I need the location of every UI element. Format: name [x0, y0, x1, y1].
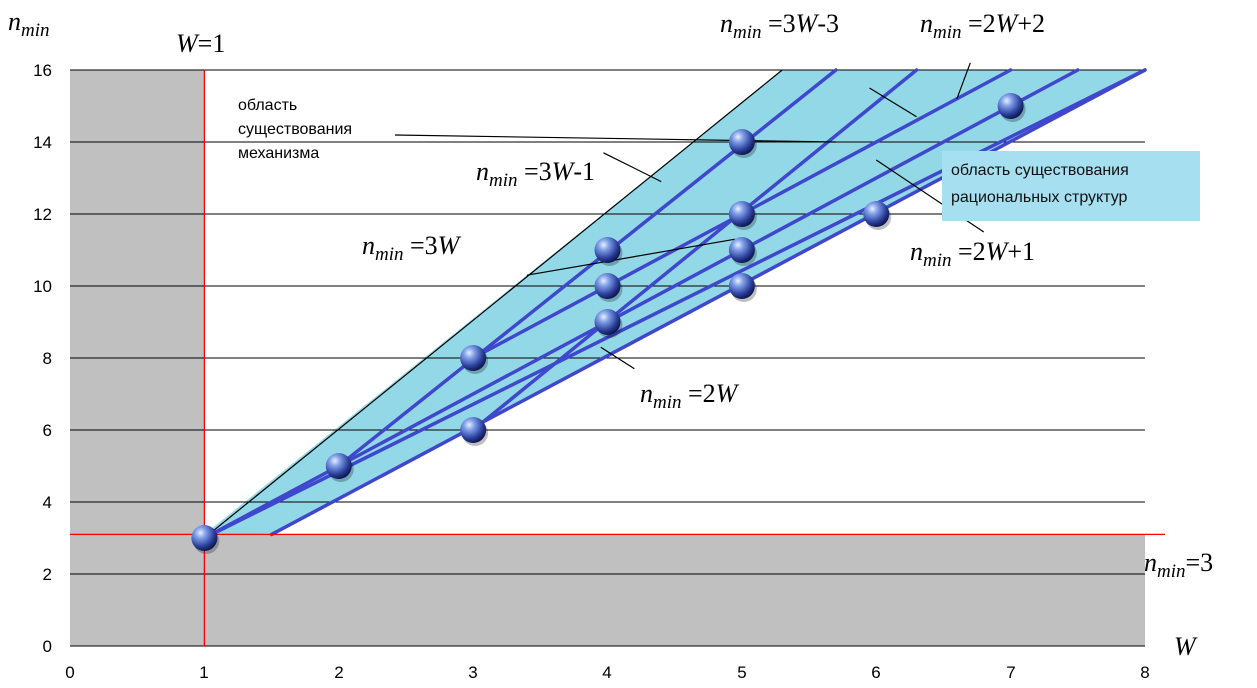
grid-lines: [70, 69, 1145, 647]
data-point: [728, 237, 755, 263]
data-point: [594, 309, 621, 335]
y-tick-label: 16: [33, 61, 52, 80]
y-tick-label: 8: [43, 349, 52, 368]
formula-3w-minus-1: nmin =3W-1: [476, 157, 595, 191]
formula-3w: nmin =3W: [362, 231, 462, 265]
data-points: [191, 93, 1026, 554]
data-point: [594, 237, 621, 263]
series-line: [269, 68, 1147, 537]
y-tick-label: 2: [43, 565, 52, 584]
annotation-leader-line: [956, 62, 971, 100]
x-tick-label: 8: [1140, 663, 1149, 682]
data-point: [997, 93, 1024, 119]
y-tick-label: 14: [33, 133, 52, 152]
data-point: [728, 129, 755, 155]
annotation-leader-line: [526, 238, 736, 276]
x-tick-label: 1: [199, 663, 208, 682]
data-point: [728, 201, 755, 227]
series-line: [471, 68, 919, 432]
x-tick-label: 7: [1006, 663, 1015, 682]
x-tick-label: 0: [65, 663, 74, 682]
x-tick-label: 3: [468, 663, 477, 682]
x-tick-label: 5: [737, 663, 746, 682]
data-point: [460, 417, 487, 443]
data-point: [594, 273, 621, 299]
excluded-region-bottom: [70, 534, 1145, 646]
y-tick-label: 12: [33, 205, 52, 224]
y-tick-label: 0: [43, 637, 52, 656]
data-point: [460, 345, 487, 371]
formula-2w: nmin =2W: [640, 379, 740, 413]
mechanism-region-label: область существования механизма: [238, 97, 357, 162]
x-axis-label: W: [1174, 632, 1198, 661]
annotation-leader-line: [394, 134, 836, 143]
formula-2w-plus-1: nmin =2W+1: [910, 237, 1035, 271]
annotation-arrows: [394, 62, 985, 370]
data-point: [728, 273, 755, 299]
data-point: [325, 453, 352, 479]
y-tick-labels: 0 2 4 6 8 10 12 14 16: [33, 61, 52, 656]
series-line: [203, 69, 783, 539]
x-tick-label: 2: [334, 663, 343, 682]
annotation-leader-line: [600, 346, 635, 370]
y-axis-label: nmin: [8, 7, 50, 41]
rational-region-box: [942, 151, 1200, 221]
annotation-leader-line: [603, 152, 662, 183]
y-tick-label: 6: [43, 421, 52, 440]
rational-region-label: область существования рациональных струк…: [951, 162, 1133, 206]
y-tick-label: 10: [33, 277, 52, 296]
x-tick-label: 6: [871, 663, 880, 682]
data-point: [191, 525, 218, 551]
series-line: [202, 68, 1147, 540]
annotation-leader-line: [869, 87, 917, 118]
x-tick-labels: 0 1 2 3 4 5 6 7 8: [65, 663, 1149, 682]
formula-2w-plus-2: nmin =2W+2: [920, 9, 1045, 43]
ref-label-w1: W=1: [176, 29, 225, 58]
data-point: [863, 201, 890, 227]
x-tick-label: 4: [602, 663, 611, 682]
formula-3w-minus-3: nmin =3W-3: [720, 9, 839, 43]
y-tick-label: 4: [43, 493, 52, 512]
ref-label-nmin3: nmin=3: [1144, 548, 1213, 582]
